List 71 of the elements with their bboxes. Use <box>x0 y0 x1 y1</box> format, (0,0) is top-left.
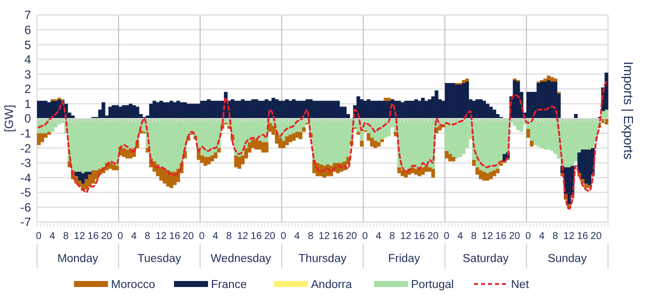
x-tick-label: 12 <box>482 231 494 242</box>
y-tick-label: 1 <box>24 96 32 111</box>
text: Wednesday <box>210 253 272 265</box>
x-tick-label: 20 <box>590 231 602 242</box>
y-tick-label: 4 <box>24 52 32 67</box>
x-tick-label: 8 <box>308 231 314 242</box>
y-tick-label: 3 <box>24 67 32 82</box>
x-tick-label: 20 <box>182 231 194 242</box>
y-tick-label: -6 <box>20 200 32 214</box>
y-tick-label: -7 <box>20 215 32 230</box>
x-tick-label: 8 <box>470 231 477 242</box>
x-tick-label: 20 <box>508 231 521 242</box>
y-tick-label: 0 <box>24 112 32 126</box>
x-tick-label: 20 <box>101 231 113 242</box>
y-axis-title: [GW] <box>2 104 16 132</box>
y-tick-label: -3 <box>20 156 32 170</box>
x-tick-label: 0 <box>362 231 368 242</box>
text: Monday <box>57 253 98 265</box>
x-tick-label: 4 <box>294 231 300 242</box>
y-tick-label: -5 <box>20 186 32 200</box>
x-tick-label: 12 <box>155 231 168 242</box>
x-tick-label: 12 <box>74 231 86 242</box>
y-tick-label: -2 <box>20 141 32 156</box>
x-tick-label: 0 <box>525 231 532 242</box>
x-tick-label: 4 <box>538 231 545 242</box>
x-tick-label: 4 <box>212 231 219 242</box>
x-tick-label: 16 <box>414 231 426 242</box>
x-tick-label: 8 <box>63 231 70 242</box>
x-tick-label: 12 <box>237 231 249 242</box>
text: Thursday <box>298 253 347 265</box>
legend-label: France <box>211 279 247 292</box>
text: Tuesday <box>138 253 182 265</box>
x-tick-label: 16 <box>332 231 344 242</box>
x-tick-label: 4 <box>50 231 56 242</box>
x-tick-label: 4 <box>131 231 138 242</box>
text: Saturday <box>462 253 509 265</box>
legend-label: Portugal <box>411 279 454 292</box>
x-tick-label: 20 <box>346 231 358 242</box>
legend-label: Andorra <box>311 279 353 292</box>
y-tick-label: -1 <box>20 126 32 140</box>
y-tick-label: 6 <box>24 22 32 37</box>
x-tick-label: 16 <box>88 231 100 242</box>
text: Friday <box>388 253 420 265</box>
x-tick-label: 16 <box>250 231 262 242</box>
x-tick-label: 4 <box>376 231 382 242</box>
legend-label: Net <box>511 279 530 292</box>
x-tick-label: 16 <box>576 231 589 242</box>
y-tick-label: 7 <box>24 8 32 22</box>
x-tick-label: 0 <box>36 231 42 242</box>
x-tick-label: 12 <box>400 231 412 242</box>
x-tick-label: 8 <box>226 231 232 242</box>
x-tick-label: 0 <box>444 231 450 242</box>
y-tick-label: -4 <box>20 170 32 185</box>
x-tick-label: 0 <box>199 231 206 242</box>
y-tick-label: 2 <box>24 82 32 96</box>
x-tick-label: 20 <box>427 231 439 242</box>
x-tick-label: 8 <box>144 231 151 242</box>
x-tick-label: 12 <box>318 231 330 242</box>
x-tick-label: 20 <box>264 231 276 242</box>
x-tick-label: 8 <box>552 231 559 242</box>
x-tick-label: 0 <box>280 231 287 242</box>
x-tick-label: 16 <box>495 231 507 242</box>
y2-axis-title: Imports | Exports <box>621 61 636 160</box>
x-tick-label: 0 <box>117 231 124 242</box>
x-tick-label: 8 <box>389 231 396 242</box>
x-tick-label: 12 <box>563 231 575 242</box>
legend-label: Morocco <box>111 279 156 292</box>
y-tick-label: 5 <box>24 38 32 52</box>
x-tick-label: 4 <box>457 231 464 242</box>
x-tick-label: 16 <box>169 231 181 242</box>
text: Sunday <box>548 253 587 265</box>
